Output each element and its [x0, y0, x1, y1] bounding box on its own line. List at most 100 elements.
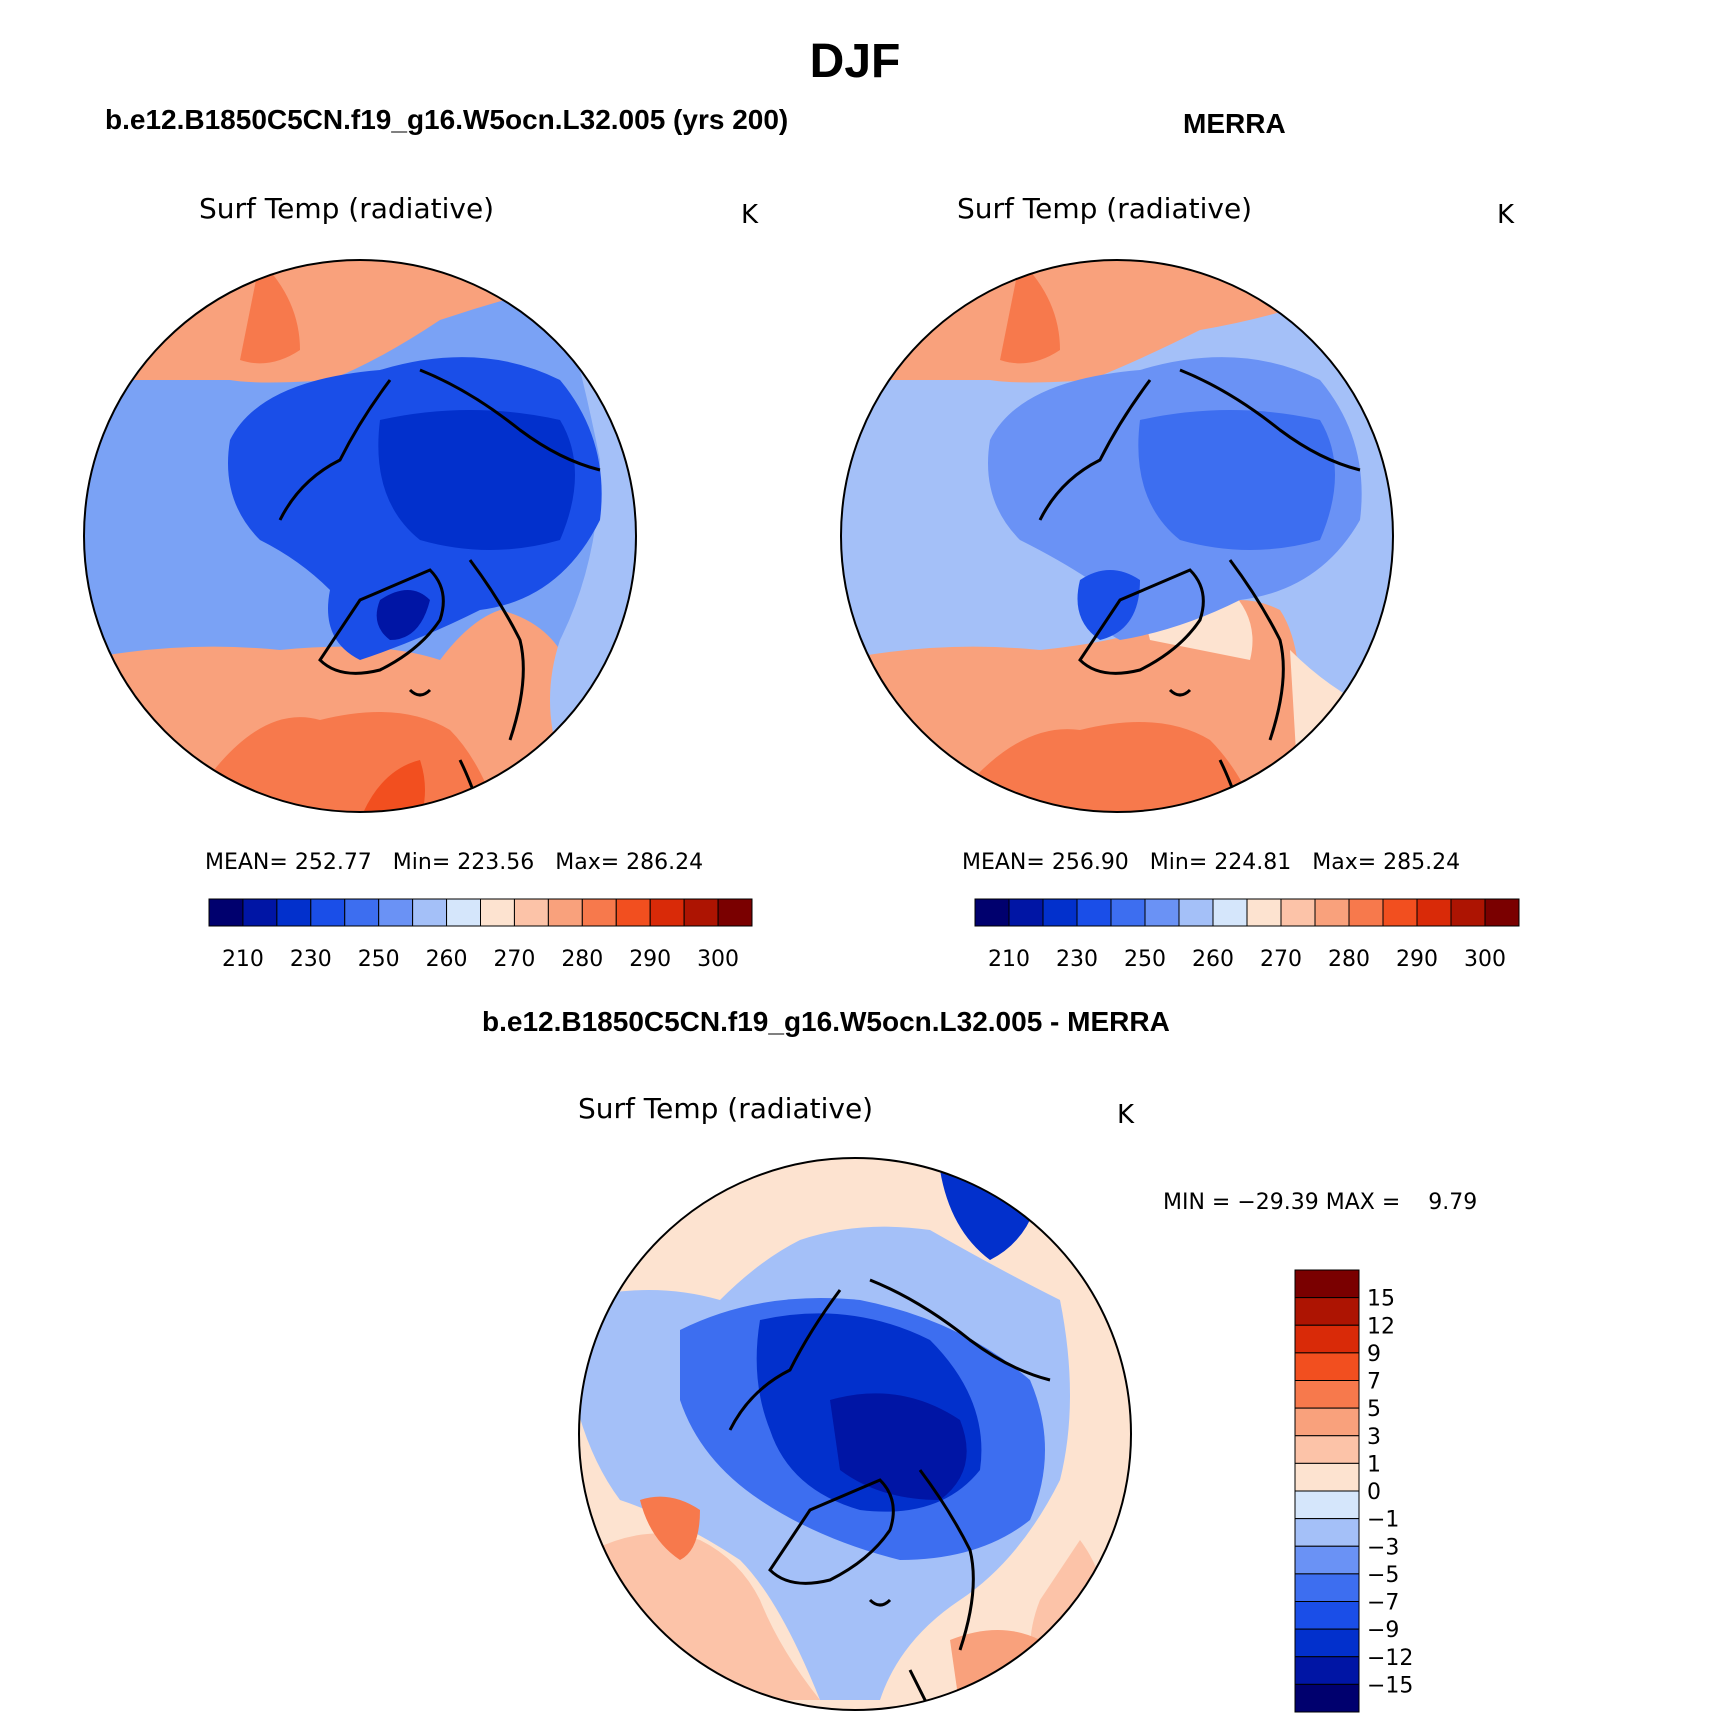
model-colorbar-box [344, 898, 380, 927]
diff-heading: b.e12.B1850C5CN.f19_g16.W5ocn.L32.005 - … [482, 1006, 1170, 1037]
model-colorbar-box [276, 898, 312, 927]
diff-colorbar-tick-label: −3 [1367, 1535, 1399, 1560]
diff-field-label: Surf Temp (radiative) [578, 1092, 874, 1125]
diff-colorbar-box [1294, 1601, 1360, 1630]
diff-minmax: MIN = −29.39 MAX = 9.79 [1163, 1190, 1478, 1215]
obs-colorbar-tick-label: 300 [1464, 947, 1506, 972]
diff-colorbar-tick-label: −7 [1367, 1591, 1399, 1616]
model-colorbar-box [208, 898, 244, 927]
model-colorbar: 210 230 250 260 270 280 290 300 [208, 898, 753, 972]
diff-colorbar-tick-label: 5 [1367, 1397, 1381, 1422]
obs-colorbar-box [974, 898, 1010, 927]
diff-colorbar-box [1294, 1573, 1360, 1602]
model-mean-value: 252.77 [294, 850, 372, 875]
model-colorbar-tick-label: 260 [426, 947, 468, 972]
diff-colorbar-box [1294, 1462, 1360, 1492]
obs-mean-value: 256.90 [1051, 850, 1129, 875]
diff-colorbar-tick-label: −15 [1367, 1673, 1413, 1698]
model-colorbar-box [581, 898, 617, 927]
diff-colorbar-box [1294, 1380, 1360, 1409]
obs-colorbar-box [1416, 898, 1452, 927]
diff-colorbar-tick-label: 9 [1367, 1342, 1381, 1367]
obs-colorbar-box [1110, 898, 1146, 927]
model-polar-map [84, 260, 636, 812]
diff-colorbar-box [1294, 1407, 1360, 1437]
model-colorbar-box [615, 898, 651, 927]
model-min-label: Min= [392, 850, 451, 875]
obs-colorbar-tick-label: 230 [1056, 947, 1098, 972]
obs-colorbar-tick-label: 290 [1396, 947, 1438, 972]
obs-colorbar-tick-label: 270 [1260, 947, 1302, 972]
obs-stats: MEAN= 256.90 Min= 224.81 Max= 285.24 [962, 850, 1460, 875]
obs-min-value: 224.81 [1214, 850, 1292, 875]
model-field-label: Surf Temp (radiative) [199, 192, 495, 225]
diff-colorbar-box [1294, 1435, 1360, 1464]
model-max-label: Max= [555, 850, 620, 875]
diff-units-label: K [1117, 1100, 1135, 1130]
diff-colorbar-box [1294, 1352, 1360, 1381]
obs-heading: MERRA [1183, 108, 1286, 139]
obs-colorbar-box [1212, 898, 1248, 927]
diff-colorbar-box [1294, 1545, 1360, 1575]
model-map-border [83, 259, 637, 813]
obs-colorbar-box [1178, 898, 1214, 927]
obs-colorbar-box [1246, 898, 1282, 927]
obs-units-label: K [1497, 200, 1515, 230]
main-title: DJF [809, 35, 901, 88]
model-min-value: 223.56 [457, 850, 535, 875]
model-colorbar-tick-label: 250 [358, 947, 400, 972]
diff-colorbar-tick-label: 3 [1367, 1425, 1381, 1450]
model-stats: MEAN= 252.77 Min= 223.56 Max= 286.24 [205, 850, 703, 875]
diff-colorbar-box [1294, 1518, 1360, 1547]
model-colorbar-box [683, 898, 719, 927]
obs-colorbar-box [1144, 898, 1180, 927]
model-colorbar-box [412, 898, 448, 927]
model-colorbar-box [717, 898, 753, 927]
obs-min-label: Min= [1149, 850, 1208, 875]
model-colorbar-box [547, 898, 583, 927]
diff-colorbar-box [1294, 1683, 1360, 1713]
model-colorbar-box [513, 898, 549, 927]
diff-colorbar-box [1294, 1628, 1360, 1658]
diff-map-border [578, 1157, 1132, 1711]
obs-colorbar-tick-label: 280 [1328, 947, 1370, 972]
model-colorbar-box [242, 898, 278, 927]
model-colorbar-tick-label: 270 [493, 947, 535, 972]
obs-colorbar-box [1450, 898, 1486, 927]
obs-polar-map [841, 260, 1393, 812]
obs-mean-label: MEAN= [962, 850, 1045, 875]
model-colorbar-box [480, 898, 515, 927]
obs-colorbar-box [1042, 898, 1078, 927]
diff-colorbar-box [1294, 1297, 1360, 1326]
model-units-label: K [741, 200, 759, 230]
diff-colorbar-tick-label: 1 [1367, 1452, 1381, 1477]
diff-colorbar-tick-label: −9 [1367, 1618, 1399, 1643]
model-colorbar-box [446, 898, 481, 927]
diff-colorbar-tick-label: 0 [1367, 1480, 1381, 1505]
model-mean-label: MEAN= [205, 850, 288, 875]
model-colorbar-tick-label: 230 [290, 947, 332, 972]
obs-colorbar-tick-label: 250 [1124, 947, 1166, 972]
diff-colorbar-tick-label: −5 [1367, 1563, 1399, 1588]
diff-colorbar-tick-label: 7 [1367, 1370, 1381, 1395]
diff-colorbar-tick-label: −12 [1367, 1646, 1413, 1671]
model-heading: b.e12.B1850C5CN.f19_g16.W5ocn.L32.005 (y… [105, 104, 789, 135]
obs-colorbar-box [1314, 898, 1350, 927]
model-colorbar-box [378, 898, 414, 927]
diff-colorbar-box [1294, 1269, 1360, 1299]
obs-max-label: Max= [1312, 850, 1377, 875]
model-colorbar-box [649, 898, 685, 927]
diff-colorbar-tick-label: −1 [1367, 1508, 1399, 1533]
obs-colorbar-box [1076, 898, 1112, 927]
obs-colorbar-box [1280, 898, 1316, 927]
obs-max-value: 285.24 [1383, 850, 1461, 875]
obs-map-border [840, 259, 1394, 813]
obs-colorbar-tick-label: 260 [1192, 947, 1234, 972]
diff-colorbar-box [1294, 1490, 1360, 1520]
obs-colorbar-box [1382, 898, 1418, 927]
model-max-value: 286.24 [626, 850, 704, 875]
obs-field-label: Surf Temp (radiative) [957, 192, 1253, 225]
obs-colorbar-box [1484, 898, 1520, 927]
